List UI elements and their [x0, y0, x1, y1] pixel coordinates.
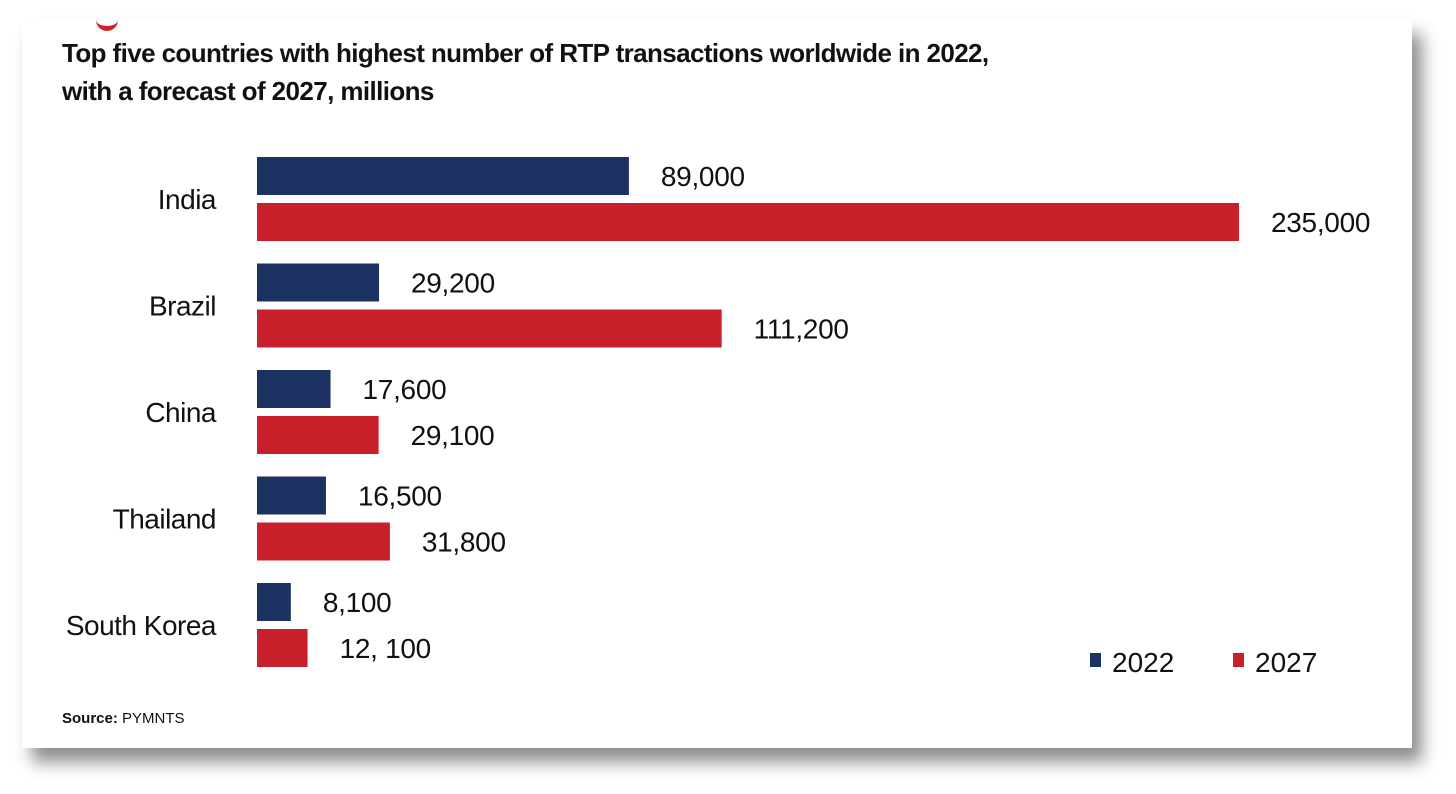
- bar-thailand-2022: [257, 476, 326, 515]
- data-label-south-korea-2027: 12, 100: [340, 633, 431, 664]
- category-label-brazil: Brazil: [149, 291, 216, 322]
- legend-swatch-2027: [1233, 653, 1244, 667]
- data-label-brazil-2022: 29,200: [411, 268, 495, 299]
- data-label-india-2027: 235,000: [1271, 207, 1370, 238]
- data-label-india-2022: 89,000: [661, 161, 745, 192]
- bar-thailand-2027: [257, 522, 390, 561]
- bar-china-2027: [257, 416, 379, 454]
- data-label-thailand-2022: 16,500: [358, 481, 442, 512]
- bar-china-2022: [257, 370, 331, 408]
- bar-brazil-2022: [257, 263, 380, 302]
- data-label-china-2022: 17,600: [363, 374, 447, 405]
- data-label-thailand-2027: 31,800: [422, 527, 506, 558]
- source-note: Source: PYMNTS: [62, 710, 185, 727]
- chart-card: [22, 20, 1412, 748]
- brand-mark: [96, 14, 118, 31]
- data-label-south-korea-2022: 8,100: [323, 587, 392, 618]
- data-label-china-2027: 29,100: [411, 420, 495, 451]
- category-label-south-korea: South Korea: [66, 610, 217, 641]
- bar-brazil-2027: [257, 309, 722, 348]
- category-label-india: India: [158, 184, 217, 215]
- bar-india-2027: [257, 203, 1239, 241]
- bar-india-2022: [257, 157, 629, 195]
- legend-label-2027: 2027: [1255, 647, 1317, 678]
- legend-label-2022: 2022: [1112, 647, 1174, 678]
- chart-title-line-2: with a forecast of 2027, millions: [62, 76, 434, 106]
- chart-title: Top five countries with highest number o…: [62, 34, 1162, 110]
- category-label-china: China: [145, 397, 217, 428]
- bar-south-korea-2022: [257, 583, 291, 621]
- chart-title-line-1: Top five countries with highest number o…: [62, 38, 989, 68]
- category-label-thailand: Thailand: [113, 504, 216, 535]
- source-value: PYMNTS: [122, 710, 185, 727]
- source-label: Source:: [62, 710, 118, 727]
- data-label-brazil-2027: 111,200: [754, 314, 849, 345]
- bar-south-korea-2027: [257, 629, 308, 667]
- legend-swatch-2022: [1090, 653, 1101, 667]
